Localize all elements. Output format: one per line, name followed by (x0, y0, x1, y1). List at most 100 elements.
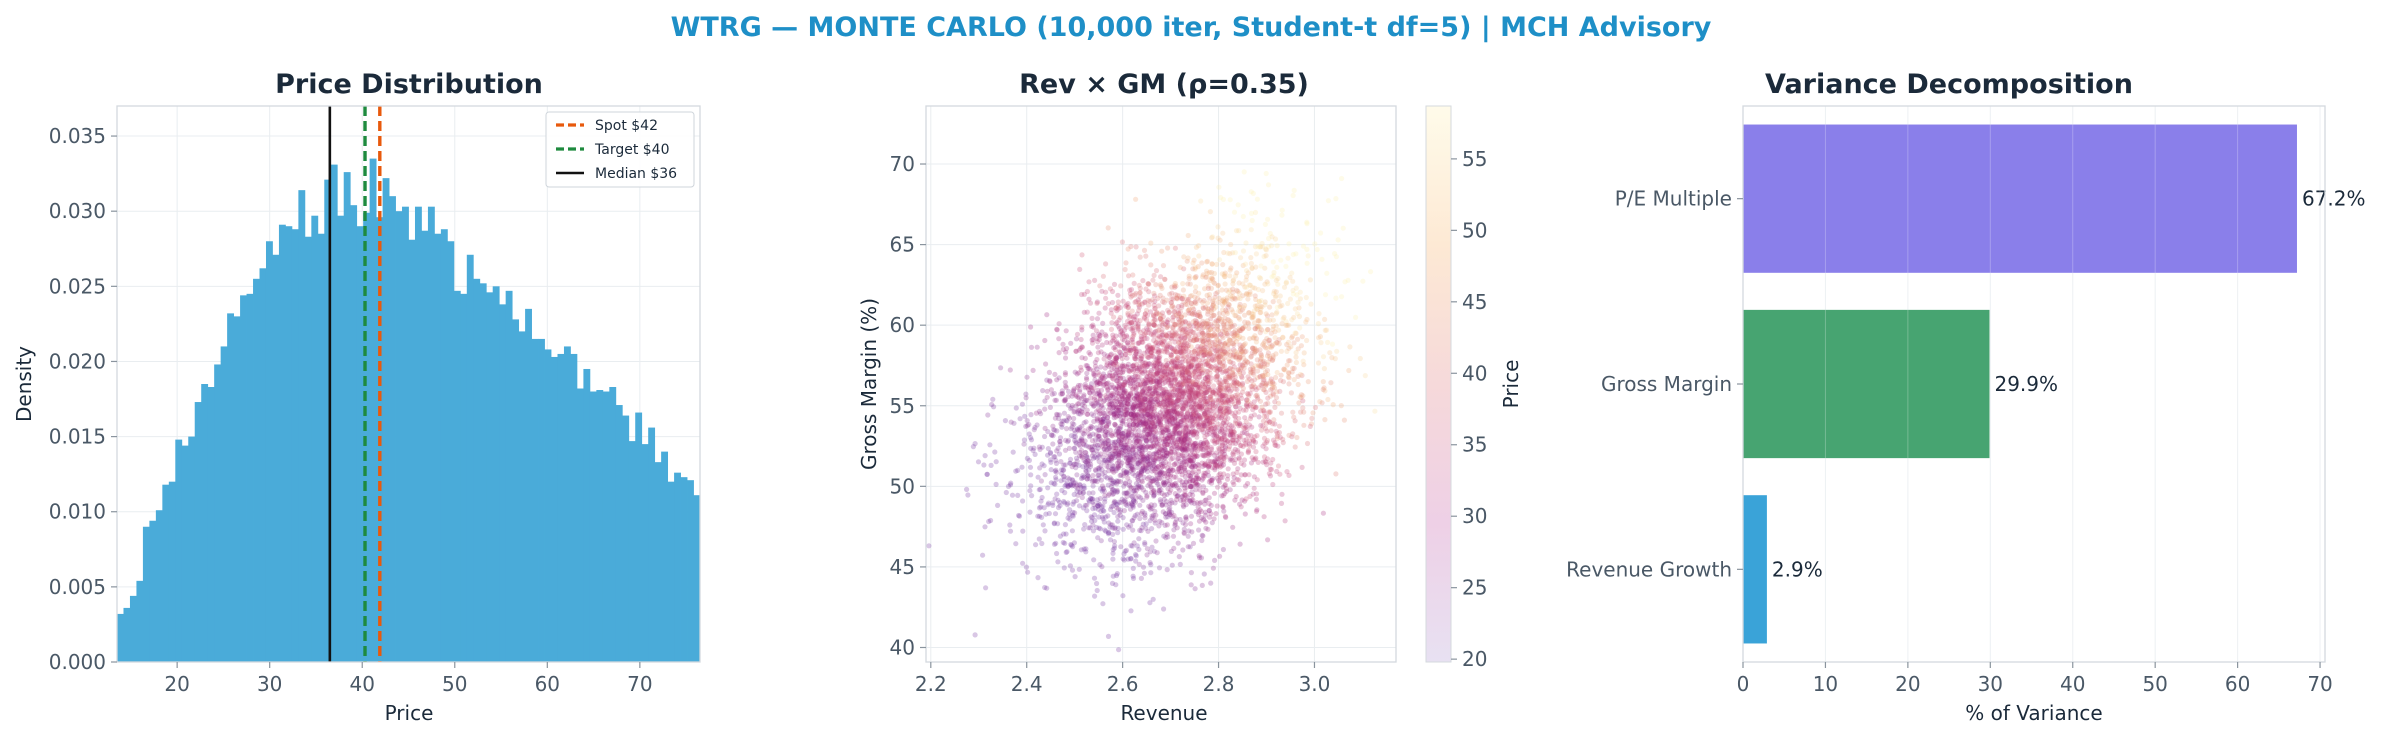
scatter-point (1339, 294, 1345, 300)
scatter-point (1102, 410, 1108, 417)
scatter-point (1041, 463, 1047, 469)
scatter-point (1246, 441, 1252, 447)
scatter-point (1227, 349, 1233, 355)
scatter-point (1151, 302, 1157, 308)
scatter-point (1300, 243, 1307, 249)
scatter-point (1206, 400, 1212, 406)
scatter-point (1148, 378, 1154, 384)
scatter-point (1207, 343, 1213, 349)
histogram-bar (330, 164, 338, 662)
scatter-point (1141, 474, 1147, 480)
scatter-point (1162, 480, 1169, 486)
scatter-point (1259, 240, 1265, 247)
scatter-point (1192, 288, 1198, 295)
scatter-point (1120, 418, 1126, 424)
histogram-bar (168, 481, 176, 662)
scatter-point (1151, 312, 1157, 318)
histogram-bar (240, 295, 247, 662)
scatter-point (1082, 428, 1088, 434)
scatter-point (1168, 497, 1174, 503)
scatter-point (1140, 459, 1146, 465)
scatter-point (1142, 311, 1148, 317)
scatter-point (1120, 515, 1126, 521)
scatter-point (1109, 375, 1116, 381)
scatter-point (1270, 437, 1277, 443)
scatter-point (1236, 228, 1242, 234)
scatter-point (1219, 436, 1225, 442)
scatter-point (1238, 328, 1244, 334)
scatter-point (1139, 413, 1145, 419)
scatter-point (1144, 407, 1150, 413)
scatter-point (1236, 357, 1242, 363)
scatter-point (1027, 509, 1033, 515)
scatter-point (1070, 513, 1076, 519)
scatter-point (1115, 463, 1121, 469)
scatter-point (1195, 416, 1201, 422)
scatter-point (1219, 403, 1225, 409)
scatter-point (1089, 323, 1095, 329)
scatter-point (1299, 464, 1305, 470)
scatter-point (1206, 380, 1212, 387)
scatter-point (1103, 295, 1109, 301)
scatter-point (1051, 520, 1057, 526)
scatter-point (1142, 335, 1148, 341)
scatter-point (1183, 516, 1189, 523)
scatter-point (1234, 437, 1240, 443)
scatter-point (1110, 391, 1116, 397)
scatter-point (1103, 423, 1109, 429)
scatter-point (1250, 444, 1257, 450)
scatter-point (1179, 397, 1185, 403)
scatter-point (1325, 198, 1331, 204)
scatter-point (1252, 439, 1259, 445)
y-tick-label: 0.005 (49, 575, 106, 599)
scatter-point (1246, 310, 1252, 316)
scatter-point (1111, 545, 1117, 551)
scatter-point (1187, 281, 1193, 287)
scatter-point (1210, 400, 1216, 406)
scatter-point (1128, 443, 1134, 450)
rev-gm-title: Rev × GM (ρ=0.35) (1019, 69, 1309, 100)
scatter-point (1111, 314, 1117, 320)
scatter-point (1104, 447, 1110, 453)
scatter-point (1248, 383, 1254, 390)
scatter-point (1103, 514, 1109, 520)
scatter-point (1260, 372, 1266, 379)
scatter-point (1048, 467, 1054, 473)
scatter-point (1261, 454, 1268, 460)
scatter-point (1082, 355, 1088, 361)
scatter-point (1085, 385, 1091, 391)
scatter-point (1115, 306, 1121, 312)
scatter-point (1235, 466, 1241, 472)
scatter-point (1203, 519, 1209, 525)
scatter-point (1329, 355, 1335, 361)
scatter-point (1180, 348, 1186, 354)
scatter-point (1133, 552, 1139, 558)
scatter-point (1094, 580, 1100, 587)
scatter-point (1198, 349, 1204, 356)
scatter-point (1175, 540, 1181, 546)
scatter-point (1196, 346, 1202, 352)
scatter-point (1227, 440, 1233, 446)
scatter-point (1056, 375, 1062, 381)
scatter-point (1107, 445, 1113, 451)
scatter-point (1107, 475, 1113, 481)
scatter-point (1209, 477, 1215, 484)
scatter-point (1208, 446, 1215, 452)
scatter-point (1009, 492, 1016, 498)
histogram-bar (615, 405, 623, 662)
histogram-bar (272, 254, 280, 662)
scatter-point (1285, 339, 1292, 345)
scatter-point (1140, 521, 1146, 527)
scatter-point (1248, 460, 1255, 466)
scatter-point (1116, 433, 1122, 439)
scatter-point (1183, 521, 1189, 528)
scatter-point (1060, 341, 1066, 347)
scatter-point (1289, 333, 1296, 339)
scatter-point (1055, 521, 1061, 527)
scatter-point (1185, 533, 1191, 539)
scatter-point (1222, 341, 1228, 347)
scatter-point (1286, 472, 1292, 478)
scatter-point (1150, 322, 1157, 328)
scatter-point (1197, 417, 1203, 423)
scatter-point (1252, 244, 1258, 250)
